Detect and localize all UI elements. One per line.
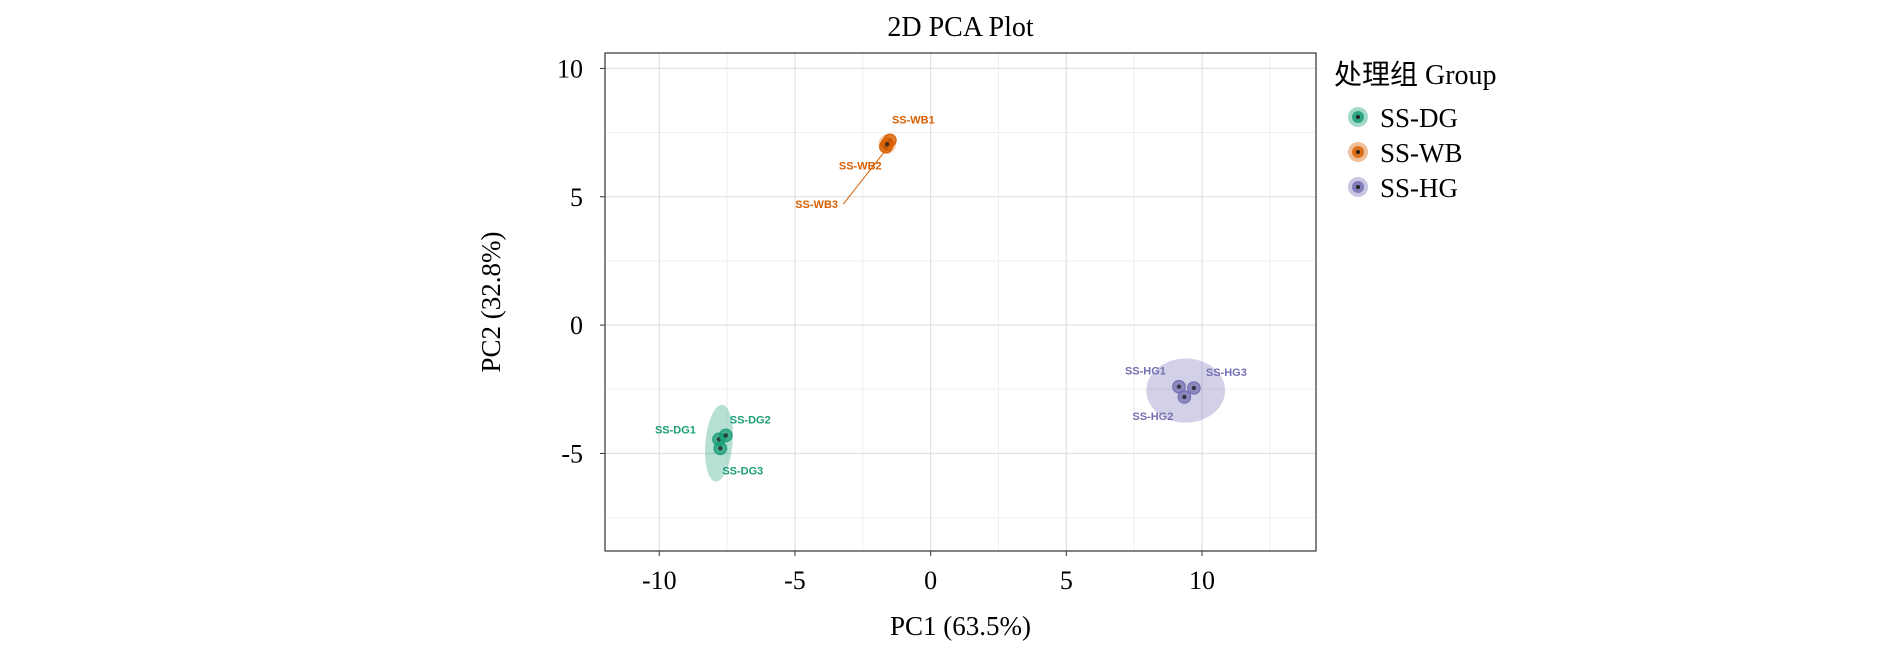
legend-marker-center — [1356, 150, 1360, 154]
data-point-center — [1182, 394, 1187, 400]
y-tick-label: 0 — [570, 311, 583, 340]
label-leader-line — [842, 147, 888, 205]
point-label-ss-dg2: SS-DG2 — [730, 414, 771, 426]
legend-item-ss-hg: SS-HG — [1380, 173, 1458, 203]
point-label-ss-wb1: SS-WB1 — [892, 114, 935, 126]
y-axis-label: PC2 (32.8%) — [476, 232, 506, 373]
legend-marker-center — [1356, 115, 1360, 119]
legend-item-ss-wb: SS-WB — [1380, 138, 1463, 168]
point-label-ss-hg2: SS-HG2 — [1132, 411, 1173, 423]
x-tick-label: 10 — [1189, 566, 1215, 595]
point-label-ss-wb2: SS-WB2 — [839, 161, 882, 173]
point-label-ss-dg1: SS-DG1 — [655, 424, 696, 436]
data-point-center — [723, 433, 728, 438]
plot-border — [604, 52, 1317, 552]
data-point-center — [1176, 384, 1182, 389]
x-tick-label: 0 — [924, 566, 937, 595]
data-point-center — [718, 446, 723, 451]
legend-item-ss-dg: SS-DG — [1380, 103, 1458, 133]
x-axis-label: PC1 (63.5%) — [890, 611, 1031, 641]
point-label-ss-dg3: SS-DG3 — [722, 465, 763, 477]
plot-area — [605, 53, 1316, 551]
point-label-ss-hg3: SS-HG3 — [1206, 367, 1247, 379]
data-point-center — [1191, 385, 1197, 391]
legend-marker-center — [1356, 185, 1360, 189]
x-tick-label: -5 — [784, 566, 806, 595]
point-label-ss-wb3: SS-WB3 — [795, 199, 838, 211]
chart-title: 2D PCA Plot — [887, 12, 1033, 43]
data-point-center — [885, 141, 890, 147]
y-tick-label: 5 — [570, 183, 583, 212]
legend-title: 处理组 Group — [1334, 59, 1497, 91]
y-tick-label: -5 — [561, 439, 583, 468]
y-tick-label: 10 — [557, 54, 583, 83]
x-tick-label: -10 — [642, 566, 677, 595]
x-tick-label: 5 — [1060, 566, 1073, 595]
point-label-ss-hg1: SS-HG1 — [1125, 366, 1166, 378]
